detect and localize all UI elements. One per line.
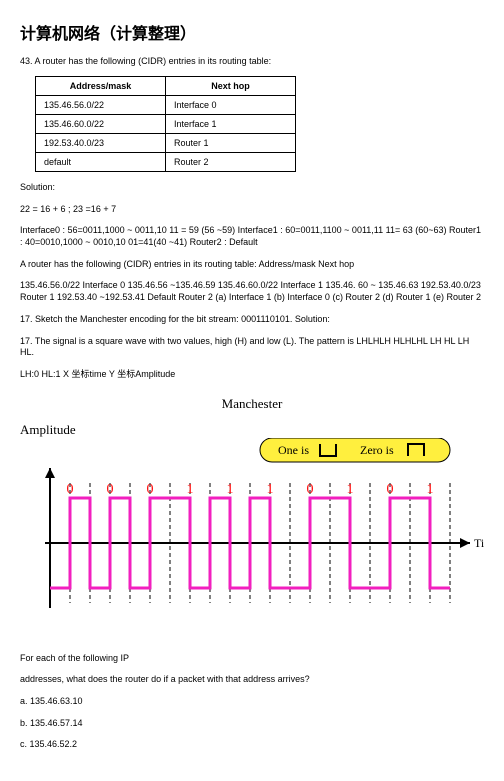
- calc-line-3: A router has the following (CIDR) entrie…: [20, 259, 484, 271]
- table-row: defaultRouter 2: [36, 153, 296, 172]
- table-cell: Router 2: [166, 153, 296, 172]
- solution-label: Solution:: [20, 182, 484, 194]
- chart-title: Manchester: [20, 396, 484, 412]
- foreach-text: For each of the following IP: [20, 653, 484, 665]
- routing-table: Address/mask Next hop 135.46.56.0/22Inte…: [35, 76, 296, 172]
- svg-text:Time: Time: [474, 536, 484, 550]
- question-43: 43. A router has the following (CIDR) en…: [20, 56, 484, 66]
- table-cell: Interface 1: [166, 115, 296, 134]
- svg-text:1: 1: [427, 482, 434, 497]
- table-cell: Router 1: [166, 134, 296, 153]
- question-17a: 17. Sketch the Manchester encoding for t…: [20, 314, 484, 326]
- table-cell: 192.53.40.0/23: [36, 134, 166, 153]
- table-row: 135.46.60.0/22Interface 1: [36, 115, 296, 134]
- option-a: a. 135.46.63.10: [20, 696, 484, 708]
- svg-text:1: 1: [267, 482, 274, 497]
- table-row: 135.46.56.0/22Interface 0: [36, 96, 296, 115]
- chart-svg: One is Zero is Time 0 0 0 1 1 1 0 1 0 1: [20, 438, 484, 638]
- calc-line-2: Interface0 : 56=0011,1000 ~ 0011,10 11 =…: [20, 225, 484, 248]
- svg-text:0: 0: [387, 482, 394, 497]
- svg-text:Zero is: Zero is: [360, 443, 394, 457]
- question-17b: 17. The signal is a square wave with two…: [20, 336, 484, 359]
- svg-text:0: 0: [67, 482, 74, 497]
- col-header-address: Address/mask: [36, 77, 166, 96]
- question-17c: LH:0 HL:1 X 坐标time Y 坐标Amplitude: [20, 369, 484, 381]
- svg-text:0: 0: [307, 482, 314, 497]
- table-cell: 135.46.60.0/22: [36, 115, 166, 134]
- calc-line-4: 135.46.56.0/22 Interface 0 135.46.56 ~13…: [20, 280, 484, 303]
- svg-text:0: 0: [107, 482, 114, 497]
- table-cell: default: [36, 153, 166, 172]
- calc-line-1: 22 = 16 + 6 ; 23 =16 + 7: [20, 204, 484, 216]
- option-b: b. 135.46.57.14: [20, 718, 484, 730]
- address-question: addresses, what does the router do if a …: [20, 674, 484, 686]
- page-title: 计算机网络（计算整理）: [20, 20, 484, 44]
- table-row: 192.53.40.0/23Router 1: [36, 134, 296, 153]
- svg-text:0: 0: [147, 482, 154, 497]
- option-c: c. 135.46.52.2: [20, 739, 484, 751]
- col-header-nexthop: Next hop: [166, 77, 296, 96]
- svg-text:1: 1: [187, 482, 194, 497]
- svg-text:One is: One is: [278, 443, 309, 457]
- y-axis-label: Amplitude: [20, 422, 484, 438]
- table-cell: Interface 0: [166, 96, 296, 115]
- svg-text:1: 1: [227, 482, 234, 497]
- manchester-chart: Manchester Amplitude One is Zero is Time 0 0…: [20, 396, 484, 638]
- svg-text:1: 1: [347, 482, 354, 497]
- table-cell: 135.46.56.0/22: [36, 96, 166, 115]
